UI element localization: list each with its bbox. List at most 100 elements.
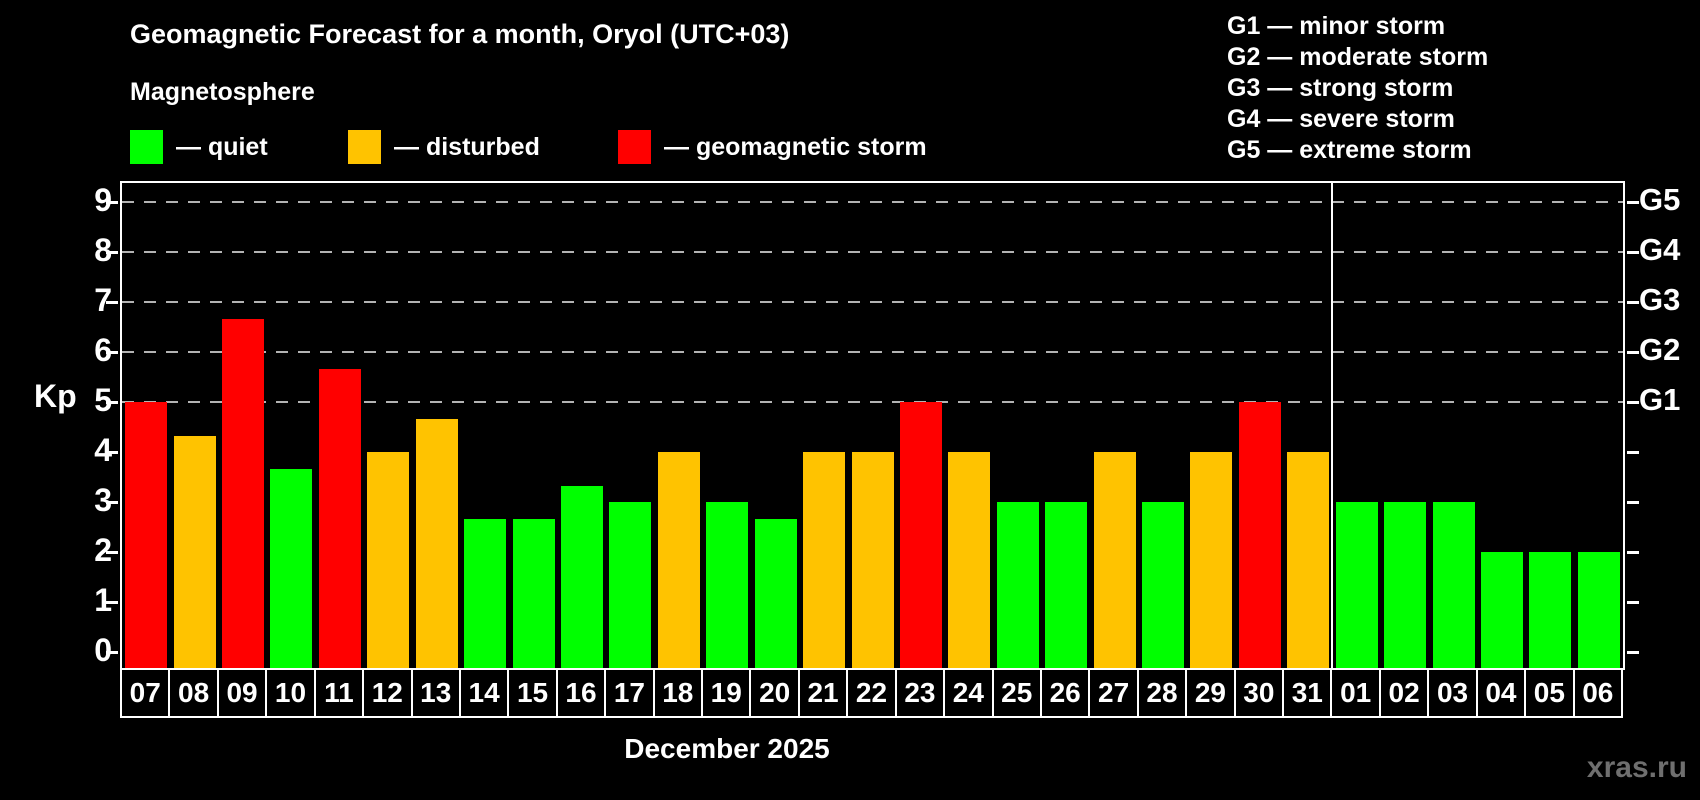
watermark: xras.ru (1586, 751, 1687, 784)
date-cell-24: 24 (943, 668, 994, 718)
tick-left-kp5 (106, 401, 118, 404)
tick-left-kp9 (106, 201, 118, 204)
date-cell-13: 13 (410, 668, 461, 718)
ytick-label-3: 3 (94, 482, 112, 518)
gridline-kp8 (122, 251, 1623, 253)
gridline-kp6 (122, 351, 1623, 353)
tick-right-kp6 (1627, 351, 1639, 354)
date-cell-15: 15 (507, 668, 558, 718)
date-cell-29: 29 (1185, 668, 1236, 718)
date-cell-04: 04 (1475, 668, 1527, 718)
date-cell-26: 26 (1039, 668, 1091, 718)
date-cell-02: 02 (1378, 668, 1430, 718)
g-label-G3: G3 (1639, 282, 1681, 317)
tick-left-kp4 (106, 451, 118, 454)
date-cell-22: 22 (846, 668, 897, 718)
month-divider-line (1331, 183, 1334, 668)
g-label-G1: G1 (1639, 382, 1681, 417)
tick-right-kp5 (1627, 401, 1639, 404)
bar-day-21-kp-4 (803, 452, 846, 668)
date-cell-20: 20 (749, 668, 800, 718)
bar-day-01-kp-3 (1335, 502, 1378, 668)
bar-day-05-kp-2 (1529, 552, 1572, 668)
quiet-color-swatch (130, 130, 163, 164)
tick-right-kp0 (1627, 651, 1639, 654)
tick-left-kp8 (106, 251, 118, 254)
ytick-label-4: 4 (94, 432, 112, 468)
bar-day-18-kp-4 (657, 452, 700, 668)
bar-day-20-kp-2.67 (754, 518, 797, 668)
storm-scale-line: G3 — strong storm (1227, 74, 1454, 102)
storm-color-swatch (618, 130, 651, 164)
ytick-label-8: 8 (94, 232, 112, 268)
storm-scale-legend: G1 — minor storm G2 — moderate storm G3 — … (1227, 11, 1488, 166)
bar-day-02-kp-3 (1384, 502, 1427, 668)
gridline-kp7 (122, 301, 1623, 303)
tick-left-kp1 (106, 601, 118, 604)
bar-day-15-kp-2.67 (512, 518, 555, 668)
bar-day-24-kp-4 (948, 452, 991, 668)
bar-day-28-kp-3 (1142, 502, 1185, 668)
tick-left-kp3 (106, 501, 118, 504)
bar-day-23-kp-5 (899, 402, 942, 668)
bar-day-14-kp-2.67 (464, 518, 507, 668)
date-cell-01: 01 (1330, 668, 1381, 718)
legend-item-quiet: — quiet (130, 128, 268, 166)
tick-left-kp0 (106, 651, 118, 654)
tick-right-kp2 (1627, 551, 1639, 554)
date-cell-31: 31 (1282, 668, 1333, 718)
bar-day-12-kp-4 (367, 452, 410, 668)
disturbed-color-swatch (348, 130, 381, 164)
ytick-label-2: 2 (94, 532, 112, 568)
ytick-label-0: 0 (94, 632, 112, 668)
date-cell-17: 17 (604, 668, 655, 718)
bar-day-26-kp-3 (1045, 502, 1088, 668)
tick-left-kp2 (106, 551, 118, 554)
bar-day-11-kp-5.67 (318, 368, 361, 668)
bar-day-31-kp-4 (1287, 452, 1330, 668)
page-title: Geomagnetic Forecast for a month, Oryol … (130, 19, 790, 49)
date-cell-11: 11 (313, 668, 365, 718)
date-cell-30: 30 (1233, 668, 1285, 718)
bar-day-16-kp-3.33 (560, 485, 603, 668)
date-cell-03: 03 (1427, 668, 1478, 718)
legend-label: — disturbed (394, 132, 540, 161)
tick-right-kp3 (1627, 501, 1639, 504)
gridline-kp5 (122, 401, 1623, 403)
ytick-label-1: 1 (94, 582, 112, 618)
storm-scale-line: G2 — moderate storm (1227, 43, 1489, 71)
bar-day-29-kp-4 (1190, 452, 1233, 668)
bar-day-22-kp-4 (851, 452, 894, 668)
g-label-G5: G5 (1639, 182, 1681, 217)
plot-area (106, 181, 1639, 670)
date-cell-05: 05 (1524, 668, 1575, 718)
legend-label: — quiet (176, 132, 268, 161)
date-axis: 07 08 09 10 11 12 13 14 15 16 17 18 19 20 21 22 23 24 25 26… (120, 668, 1628, 718)
date-cell-25: 25 (991, 668, 1042, 718)
date-cell-19: 19 (701, 668, 752, 718)
magnetosphere-subtitle: Magnetosphere (130, 78, 315, 106)
storm-scale-line: G4 — severe storm (1227, 105, 1455, 133)
ytick-label-5: 5 (94, 382, 112, 418)
date-cell-07: 07 (120, 668, 171, 718)
date-cell-27: 27 (1088, 668, 1139, 718)
date-cell-08: 08 (168, 668, 219, 718)
storm-scale-line: G5 — extreme storm (1227, 136, 1472, 164)
storm-scale-line: G1 — minor storm (1227, 12, 1446, 40)
kp-axis-label: Kp (34, 378, 77, 414)
date-cell-18: 18 (652, 668, 704, 718)
legend-item-storm: — geomagnetic storm (618, 128, 927, 166)
tick-right-kp8 (1627, 251, 1639, 254)
bar-day-19-kp-3 (706, 502, 749, 668)
tick-left-kp7 (106, 301, 118, 304)
tick-left-kp6 (106, 351, 118, 354)
bar-day-13-kp-4.67 (415, 418, 458, 668)
ytick-label-9: 9 (94, 182, 112, 218)
bar-day-30-kp-5 (1238, 402, 1281, 668)
date-cell-14: 14 (458, 668, 510, 718)
legend-label: — geomagnetic storm (664, 132, 927, 161)
tick-right-kp4 (1627, 451, 1639, 454)
ytick-label-7: 7 (94, 282, 112, 318)
legend-item-disturbed: — disturbed (348, 128, 540, 166)
